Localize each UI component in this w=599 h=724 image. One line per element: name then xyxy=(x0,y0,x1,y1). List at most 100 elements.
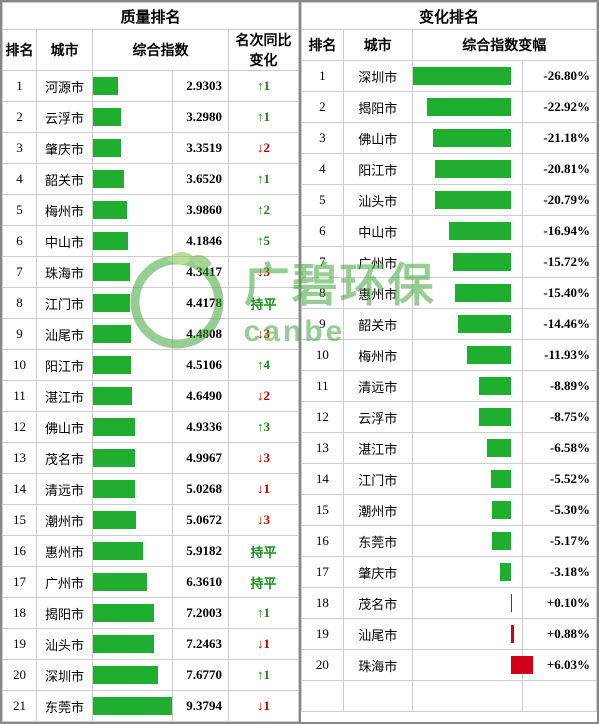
pct-cell: -5.17% xyxy=(523,526,597,557)
rank-cell: 19 xyxy=(3,629,37,660)
value-cell: 5.9182 xyxy=(173,536,229,567)
city-cell: 清远市 xyxy=(37,474,93,505)
bar-cell xyxy=(93,133,173,164)
city-cell: 揭阳市 xyxy=(343,92,412,123)
table-row: 6中山市-16.94% xyxy=(302,216,597,247)
table-row: 18揭阳市7.2003↑1 xyxy=(3,598,299,629)
bar-cell xyxy=(93,71,173,102)
city-cell: 汕尾市 xyxy=(343,619,412,650)
table-row: 1深圳市-26.80% xyxy=(302,61,597,92)
table-row: 19汕头市7.2463↓1 xyxy=(3,629,299,660)
table-row: 10梅州市-11.93% xyxy=(302,340,597,371)
header-rank: 排名 xyxy=(302,30,344,61)
table-row: 7广州市-15.72% xyxy=(302,247,597,278)
rank-cell: 6 xyxy=(3,226,37,257)
header-index: 综合指数变幅 xyxy=(412,30,596,61)
change-cell: ↓3 xyxy=(229,257,299,288)
bar-cell xyxy=(93,381,173,412)
pct-cell: -5.30% xyxy=(523,495,597,526)
city-cell: 湛江市 xyxy=(37,381,93,412)
table-row: 15潮州市5.0672↓3 xyxy=(3,505,299,536)
bar-cell xyxy=(412,154,523,185)
bar-cell xyxy=(93,443,173,474)
table-row: 4韶关市3.6520↑1 xyxy=(3,164,299,195)
pct-cell: -6.58% xyxy=(523,433,597,464)
pct-cell: -8.89% xyxy=(523,371,597,402)
city-cell: 肇庆市 xyxy=(37,133,93,164)
table-row: 10阳江市4.5106↑4 xyxy=(3,350,299,381)
quality-ranking-table: 质量排名 排名 城市 综合指数 名次同比变化 1河源市2.9303↑12云浮市3… xyxy=(2,2,299,722)
value-cell: 4.9336 xyxy=(173,412,229,443)
bar-cell xyxy=(93,195,173,226)
city-cell: 阳江市 xyxy=(343,154,412,185)
table-row: 9汕尾市4.4808↓3 xyxy=(3,319,299,350)
pct-cell: -26.80% xyxy=(523,61,597,92)
pct-cell: +0.88% xyxy=(523,619,597,650)
rank-cell: 15 xyxy=(302,495,344,526)
quality-title: 质量排名 xyxy=(3,3,299,30)
bar-cell xyxy=(412,371,523,402)
header-rank: 排名 xyxy=(3,30,37,71)
header-index: 综合指数 xyxy=(93,30,229,71)
bar-cell xyxy=(412,247,523,278)
rank-cell: 20 xyxy=(3,660,37,691)
table-row: 2揭阳市 -22.92% xyxy=(302,92,597,123)
city-cell: 茂名市 xyxy=(343,588,412,619)
value-cell: 4.5106 xyxy=(173,350,229,381)
rank-cell: 7 xyxy=(302,247,344,278)
value-cell: 6.3610 xyxy=(173,567,229,598)
rank-cell: 2 xyxy=(302,92,344,123)
bar-cell xyxy=(93,102,173,133)
bar-cell xyxy=(412,278,523,309)
rank-cell: 14 xyxy=(3,474,37,505)
bar-cell xyxy=(412,588,523,619)
rank-cell: 7 xyxy=(3,257,37,288)
bar-cell xyxy=(412,433,523,464)
city-cell: 汕尾市 xyxy=(37,319,93,350)
change-cell: ↓1 xyxy=(229,474,299,505)
city-cell: 湛江市 xyxy=(343,433,412,464)
bar-cell xyxy=(412,619,523,650)
table-row: 17肇庆市-3.18% xyxy=(302,557,597,588)
bar-cell xyxy=(93,691,173,722)
bar-cell xyxy=(412,495,523,526)
city-cell: 潮州市 xyxy=(343,495,412,526)
rank-cell: 15 xyxy=(3,505,37,536)
city-cell: 东莞市 xyxy=(343,526,412,557)
rank-cell: 5 xyxy=(3,195,37,226)
rank-cell: 1 xyxy=(3,71,37,102)
change-cell: ↑1 xyxy=(229,660,299,691)
city-cell: 阳江市 xyxy=(37,350,93,381)
pct-cell: -22.92% xyxy=(523,92,597,123)
bar-cell xyxy=(412,402,523,433)
city-cell: 肇庆市 xyxy=(343,557,412,588)
rank-cell: 9 xyxy=(3,319,37,350)
city-cell: 韶关市 xyxy=(37,164,93,195)
pct-cell: +0.10% xyxy=(523,588,597,619)
value-cell: 7.2463 xyxy=(173,629,229,660)
city-cell: 韶关市 xyxy=(343,309,412,340)
rank-cell: 11 xyxy=(302,371,344,402)
bar-cell xyxy=(93,226,173,257)
rank-cell: 8 xyxy=(3,288,37,319)
city-cell: 梅州市 xyxy=(343,340,412,371)
rank-cell: 4 xyxy=(302,154,344,185)
change-cell: ↑1 xyxy=(229,102,299,133)
change-cell: ↑1 xyxy=(229,71,299,102)
change-cell: ↓1 xyxy=(229,691,299,722)
value-cell: 9.3794 xyxy=(173,691,229,722)
city-cell: 珠海市 xyxy=(343,650,412,681)
change-cell: ↓2 xyxy=(229,133,299,164)
table-row: 11清远市-8.89% xyxy=(302,371,597,402)
change-ranking-table: 变化排名 排名 城市 综合指数变幅 1深圳市-26.80%2揭阳市-22.92%… xyxy=(301,2,597,712)
city-cell: 揭阳市 xyxy=(37,598,93,629)
table-row: 8惠州市-15.40% xyxy=(302,278,597,309)
rank-cell: 20 xyxy=(302,650,344,681)
rank-cell: 2 xyxy=(3,102,37,133)
bar-cell xyxy=(412,309,523,340)
city-cell: 河源市 xyxy=(37,71,93,102)
rank-cell: 6 xyxy=(302,216,344,247)
city-cell: 江门市 xyxy=(37,288,93,319)
table-row: 9韶关市-14.46% xyxy=(302,309,597,340)
pct-cell: -5.52% xyxy=(523,464,597,495)
